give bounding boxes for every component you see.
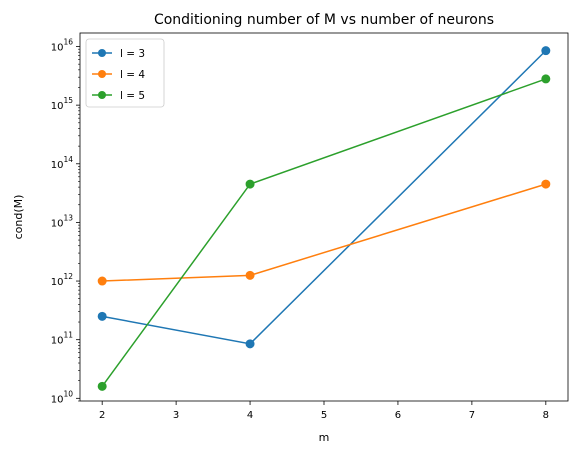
- y-tick-label: 1014: [51, 155, 74, 171]
- series-3: [97, 74, 551, 391]
- data-point: [97, 381, 107, 391]
- data-point: [97, 276, 107, 286]
- data-point: [97, 311, 107, 321]
- data-point: [245, 179, 255, 189]
- legend-marker: [98, 91, 106, 99]
- legend-box: [85, 38, 165, 108]
- y-axis-label: cond(M): [12, 195, 25, 240]
- y-tick-label: 1012: [51, 272, 74, 288]
- x-axis-label: m: [319, 431, 330, 444]
- legend: l = 3 l = 4 l = 5: [85, 38, 165, 108]
- legend-item: l = 3: [92, 48, 145, 60]
- y-tick-label: 1010: [51, 389, 74, 405]
- plot-frame: [79, 32, 569, 402]
- data-point: [541, 46, 551, 56]
- y-tick-label: 1013: [51, 213, 74, 229]
- series-1: [97, 46, 551, 349]
- x-tick-label: 4: [247, 410, 253, 421]
- data-point: [245, 270, 255, 280]
- legend-item: l = 5: [92, 90, 145, 102]
- data-point: [541, 179, 551, 189]
- x-tick-label: 7: [469, 410, 475, 421]
- legend-item: l = 4: [92, 69, 145, 81]
- legend-label: l = 4: [120, 69, 145, 81]
- data-point: [541, 74, 551, 84]
- series-layer: [97, 46, 551, 391]
- x-tick-label: 8: [543, 410, 549, 421]
- legend-label: l = 5: [120, 90, 145, 102]
- legend-label: l = 3: [120, 48, 145, 60]
- series-2: [97, 179, 551, 286]
- x-tick-label: 2: [99, 410, 105, 421]
- y-tick-label: 1011: [51, 331, 74, 347]
- legend-marker: [98, 70, 106, 78]
- x-tick-label: 6: [395, 410, 401, 421]
- x-tick-label: 3: [173, 410, 179, 421]
- y-tick-label: 1016: [51, 38, 74, 54]
- y-tick-label: 1015: [51, 96, 74, 112]
- chart-title: Conditioning number of M vs number of ne…: [154, 12, 494, 28]
- legend-marker: [98, 49, 106, 57]
- x-tick-label: 5: [321, 410, 327, 421]
- data-point: [245, 339, 255, 349]
